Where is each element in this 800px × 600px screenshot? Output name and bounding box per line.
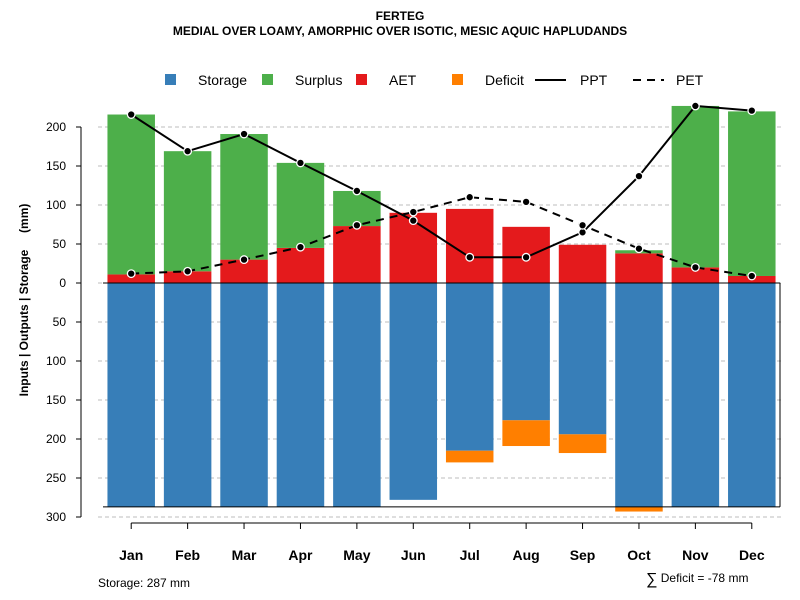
x-tick-label: Oct — [627, 547, 651, 563]
surplus-bar — [163, 151, 212, 272]
legend-label-surplus: Surplus — [295, 72, 342, 88]
ppt-point — [126, 110, 136, 119]
aet-bar — [333, 226, 381, 283]
storage-bar — [333, 283, 381, 507]
storage-bar — [728, 283, 776, 507]
aet-bar — [558, 244, 607, 283]
legend-swatch-storage — [165, 74, 176, 85]
storage-bar — [558, 283, 607, 435]
y-tick-label: 250 — [46, 471, 66, 485]
ppt-point — [521, 252, 531, 262]
pet-point — [239, 255, 249, 265]
aet-bar — [671, 267, 720, 283]
y-tick-label: 300 — [46, 510, 66, 524]
y-tick-label: 0 — [59, 276, 66, 290]
surplus-bar — [276, 162, 325, 248]
ppt-point — [408, 216, 418, 226]
storage-bar — [615, 283, 663, 507]
surplus-bar — [333, 190, 381, 227]
storage-bar — [276, 283, 325, 507]
storage-footer: Storage: 287 mm — [98, 576, 191, 590]
chart-title: FERTEG — [375, 9, 425, 23]
aet-bar — [163, 271, 212, 283]
deficit-bar — [558, 434, 607, 454]
ppt-point — [296, 158, 305, 168]
y-axis-label: Inputs | Outputs | Storage (mm) — [17, 204, 31, 397]
legend-label-pet: PET — [676, 72, 704, 88]
pet-point — [465, 192, 475, 202]
y-tick-label: 150 — [46, 159, 66, 173]
x-tick-label: Nov — [682, 547, 709, 563]
pet-point — [183, 266, 193, 276]
pet-point — [352, 220, 362, 230]
pet-point — [634, 244, 644, 254]
aet-bar — [276, 247, 325, 283]
pet-point — [296, 242, 305, 252]
legend-swatch-surplus — [262, 74, 273, 85]
storage-bar — [671, 283, 720, 507]
legend-label-storage: Storage — [198, 72, 247, 88]
ppt-point — [690, 101, 700, 111]
ppt-point — [634, 171, 644, 181]
aet-bar — [107, 274, 155, 283]
deficit-footer-text: Deficit = -78 mm — [660, 571, 749, 585]
ppt-point — [183, 146, 193, 156]
x-tick-label: Dec — [739, 547, 765, 563]
pet-point — [578, 220, 587, 230]
surplus-bar — [671, 105, 720, 268]
x-tick-label: Jan — [119, 547, 143, 563]
pet-point — [408, 207, 418, 217]
surplus-bar — [220, 134, 268, 260]
legend-swatch-deficit — [452, 74, 463, 85]
deficit-footer: ∑ Deficit = -78 mm — [646, 571, 748, 589]
x-tick-label: Sep — [570, 547, 596, 563]
aet-bar — [615, 253, 663, 283]
pet-point — [690, 262, 700, 272]
y-tick-label: 200 — [46, 432, 66, 446]
surplus-bar — [728, 111, 776, 276]
legend-label-aet: AET — [389, 72, 417, 88]
x-tick-label: Jun — [401, 547, 426, 563]
pet-point — [747, 271, 757, 281]
pet-point — [521, 197, 531, 207]
deficit-bar — [502, 420, 550, 447]
x-tick-label: Apr — [288, 547, 313, 563]
y-tick-label: 200 — [46, 120, 66, 134]
aet-bar — [220, 259, 268, 283]
storage-bar — [502, 283, 550, 421]
ppt-point — [747, 106, 757, 116]
deficit-bar — [445, 450, 494, 463]
storage-bar — [445, 283, 494, 451]
y-tick-label: 50 — [53, 315, 67, 329]
deficit-bar — [615, 506, 663, 512]
ppt-point — [465, 252, 475, 262]
storage-bar — [389, 283, 438, 500]
y-tick-label: 150 — [46, 393, 66, 407]
surplus-bar — [107, 114, 155, 275]
y-tick-label: 100 — [46, 198, 66, 212]
y-tick-label: 100 — [46, 354, 66, 368]
x-tick-label: Feb — [175, 547, 200, 563]
storage-bar — [107, 283, 155, 507]
y-tick-label: 50 — [53, 237, 67, 251]
ppt-line — [130, 104, 752, 259]
pet-line — [131, 196, 752, 277]
x-tick-label: Aug — [513, 547, 540, 563]
pet-point — [126, 269, 136, 279]
x-tick-label: May — [343, 547, 370, 563]
legend-label-ppt: PPT — [580, 72, 608, 88]
legend-label-deficit: Deficit — [485, 72, 524, 88]
x-tick-label: Mar — [232, 547, 257, 563]
storage-bar — [220, 283, 268, 507]
ppt-point — [239, 129, 249, 139]
sum-symbol: ∑ — [646, 571, 658, 588]
x-tick-label: Jul — [460, 547, 480, 563]
legend-swatch-aet — [356, 74, 367, 85]
ppt-point — [352, 186, 362, 196]
storage-bar — [163, 283, 212, 507]
chart-subtitle: MEDIAL OVER LOAMY, AMORPHIC OVER ISOTIC,… — [172, 24, 628, 38]
